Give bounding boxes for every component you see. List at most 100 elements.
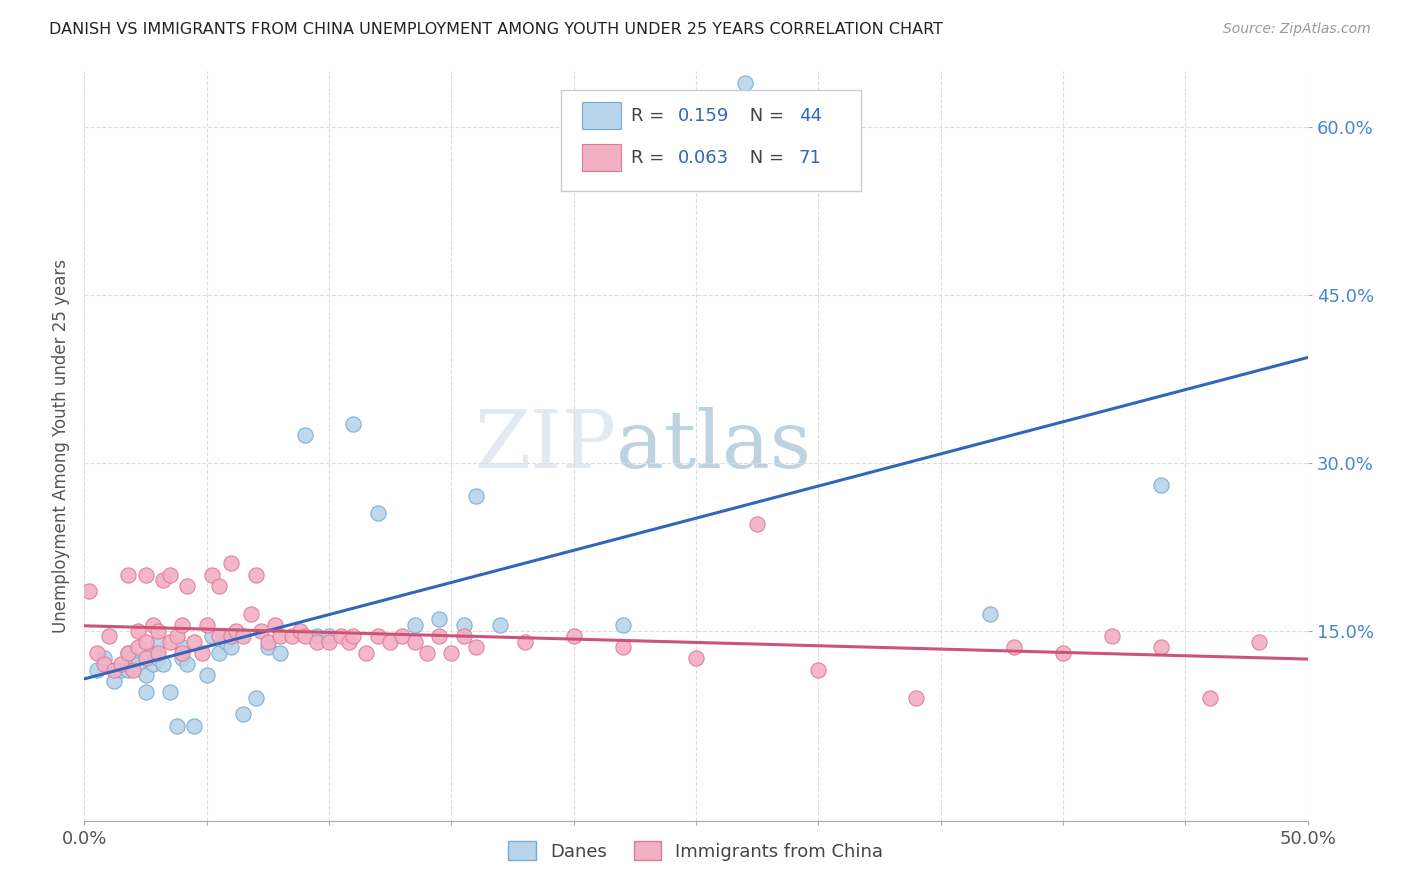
Point	[249, 624, 271, 638]
Point	[330, 629, 353, 643]
Point	[232, 707, 254, 722]
Point	[146, 624, 169, 638]
Point	[342, 417, 364, 431]
Point	[200, 629, 222, 643]
Point	[440, 646, 463, 660]
Point	[612, 640, 634, 655]
FancyBboxPatch shape	[582, 102, 621, 129]
Point	[489, 618, 512, 632]
Text: 44: 44	[799, 106, 821, 125]
Point	[245, 690, 267, 705]
Point	[404, 618, 426, 632]
Point	[257, 634, 280, 648]
Point	[103, 673, 125, 688]
Point	[416, 646, 439, 660]
Point	[391, 629, 413, 643]
Point	[269, 629, 291, 643]
Point	[195, 618, 218, 632]
Point	[905, 690, 928, 705]
Point	[294, 427, 316, 442]
Point	[380, 634, 402, 648]
Point	[215, 634, 238, 648]
Point	[427, 629, 450, 643]
Legend: Danes, Immigrants from China: Danes, Immigrants from China	[502, 834, 890, 868]
Text: ZIP: ZIP	[474, 407, 616, 485]
Point	[127, 640, 149, 655]
Point	[685, 651, 707, 665]
Point	[172, 640, 194, 655]
Point	[337, 634, 360, 648]
Point	[142, 657, 165, 671]
Point	[122, 663, 145, 677]
Point	[612, 618, 634, 632]
Point	[176, 579, 198, 593]
Point	[208, 579, 231, 593]
Point	[367, 506, 389, 520]
Point	[142, 618, 165, 632]
Point	[159, 634, 181, 648]
Point	[269, 646, 291, 660]
Point	[427, 612, 450, 626]
Text: N =: N =	[744, 106, 789, 125]
Point	[1101, 629, 1123, 643]
Point	[142, 646, 165, 660]
Point	[117, 646, 139, 660]
Point	[734, 76, 756, 90]
Point	[146, 651, 169, 665]
Point	[225, 624, 247, 638]
Point	[97, 629, 120, 643]
Point	[86, 646, 108, 660]
Text: R =: R =	[631, 106, 671, 125]
Point	[86, 663, 108, 677]
Point	[159, 685, 181, 699]
Point	[152, 573, 174, 587]
Point	[288, 624, 311, 638]
Point	[354, 646, 377, 660]
Point	[281, 629, 304, 643]
Point	[305, 629, 328, 643]
Point	[208, 629, 231, 643]
Point	[453, 618, 475, 632]
Text: N =: N =	[744, 149, 789, 167]
Text: 0.159: 0.159	[678, 106, 728, 125]
Point	[152, 657, 174, 671]
Text: R =: R =	[631, 149, 671, 167]
Point	[219, 640, 242, 655]
Point	[342, 629, 364, 643]
Point	[318, 634, 340, 648]
Point	[562, 629, 585, 643]
Point	[464, 640, 486, 655]
Point	[122, 651, 145, 665]
Point	[239, 607, 262, 621]
Point	[77, 584, 100, 599]
Y-axis label: Unemployment Among Youth under 25 years: Unemployment Among Youth under 25 years	[52, 259, 70, 633]
Point	[117, 663, 139, 677]
Point	[93, 651, 115, 665]
Point	[219, 557, 242, 571]
Point	[245, 567, 267, 582]
Point	[110, 663, 132, 677]
Point	[232, 629, 254, 643]
Point	[1198, 690, 1220, 705]
Point	[146, 634, 169, 648]
Point	[513, 634, 536, 648]
Point	[367, 629, 389, 643]
Point	[166, 629, 188, 643]
Point	[1150, 478, 1173, 492]
Point	[404, 634, 426, 648]
FancyBboxPatch shape	[561, 90, 860, 191]
Point	[183, 718, 205, 732]
Point	[127, 657, 149, 671]
Point	[172, 651, 194, 665]
Point	[127, 624, 149, 638]
Point	[103, 663, 125, 677]
Point	[195, 668, 218, 682]
Point	[117, 646, 139, 660]
Point	[1247, 634, 1270, 648]
FancyBboxPatch shape	[582, 144, 621, 171]
Point	[93, 657, 115, 671]
Point	[1052, 646, 1074, 660]
Text: Source: ZipAtlas.com: Source: ZipAtlas.com	[1223, 22, 1371, 37]
Point	[979, 607, 1001, 621]
Point	[264, 618, 287, 632]
